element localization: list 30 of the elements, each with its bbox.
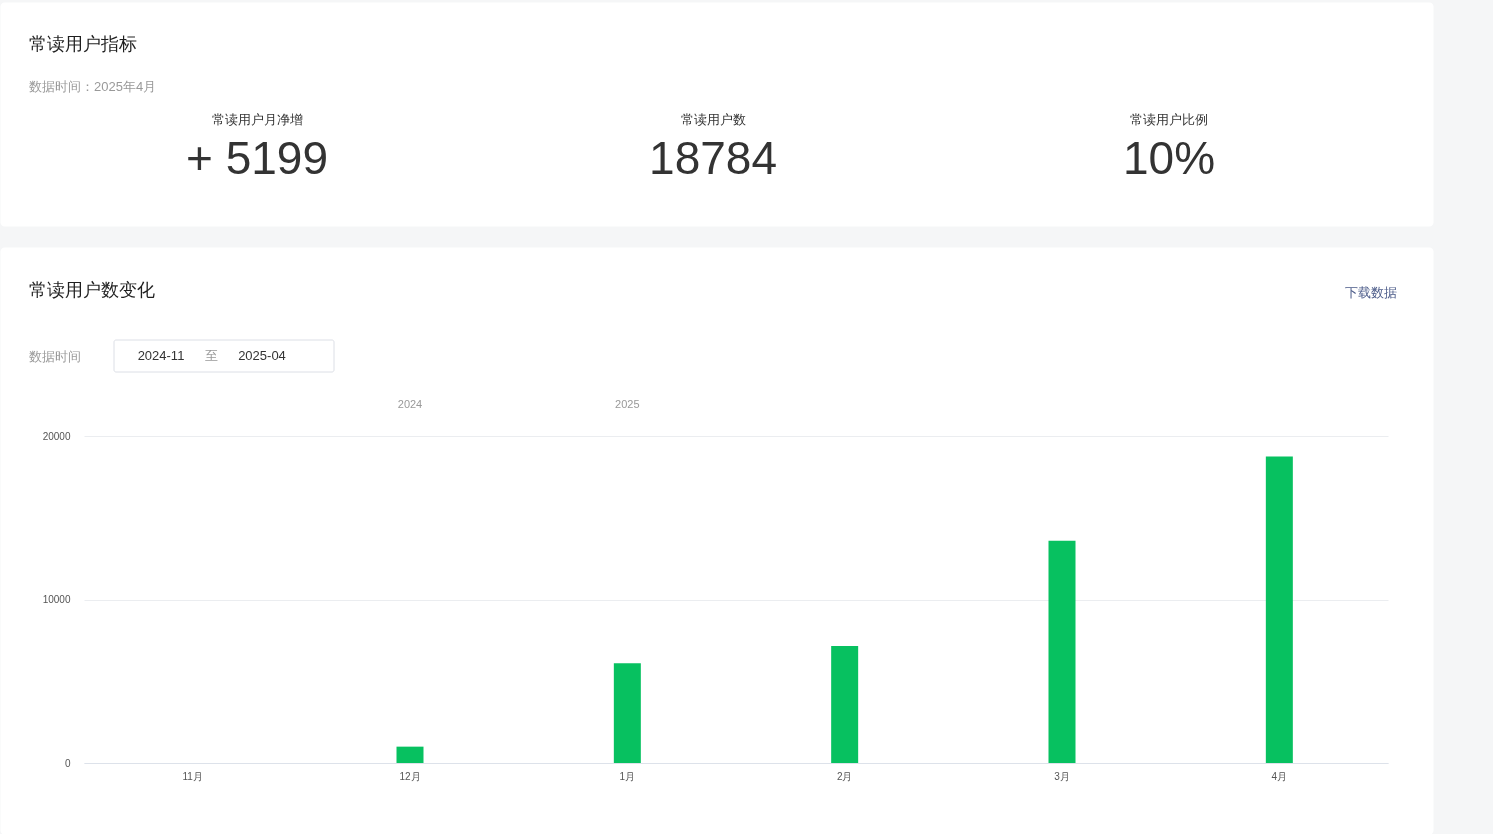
- text: 常读用户数: [680, 112, 746, 127]
- text: 常读用户月净增: [211, 112, 303, 127]
- y-tick-label: 10000: [42, 594, 71, 605]
- text: 10%: [1122, 132, 1216, 184]
- bar: [1265, 456, 1293, 763]
- text: 2025: [615, 398, 640, 410]
- text: 2024: [397, 398, 423, 410]
- x-tick-label: 2月: [836, 770, 853, 782]
- x-tick-label: 3月: [1054, 770, 1070, 782]
- bar: [613, 663, 641, 763]
- x-tick-label: 1月: [619, 770, 636, 782]
- text: 下载数据: [1345, 285, 1397, 300]
- text: 数据时间: [29, 349, 81, 364]
- text: 18784: [649, 132, 777, 184]
- bar: [831, 646, 859, 763]
- text: 2025-04: [238, 348, 286, 363]
- x-tick-label: 12月: [399, 770, 421, 782]
- x-tick-label: 4月: [1271, 770, 1288, 782]
- bar: [396, 746, 424, 763]
- text: 数据时间：2025年4月: [29, 79, 157, 94]
- x-tick-label: 11月: [182, 770, 203, 782]
- text: + 5199: [186, 132, 328, 184]
- y-tick-label: 20000: [42, 430, 71, 442]
- text: 常读用户比例: [1130, 112, 1208, 127]
- text: 至: [205, 348, 218, 363]
- text: 2024-11: [137, 348, 185, 363]
- chart-title: 常读用户数变化: [29, 280, 155, 300]
- bar: [1048, 540, 1076, 763]
- y-tick-label: 0: [64, 757, 71, 769]
- text: 常读用户指标: [29, 34, 137, 54]
